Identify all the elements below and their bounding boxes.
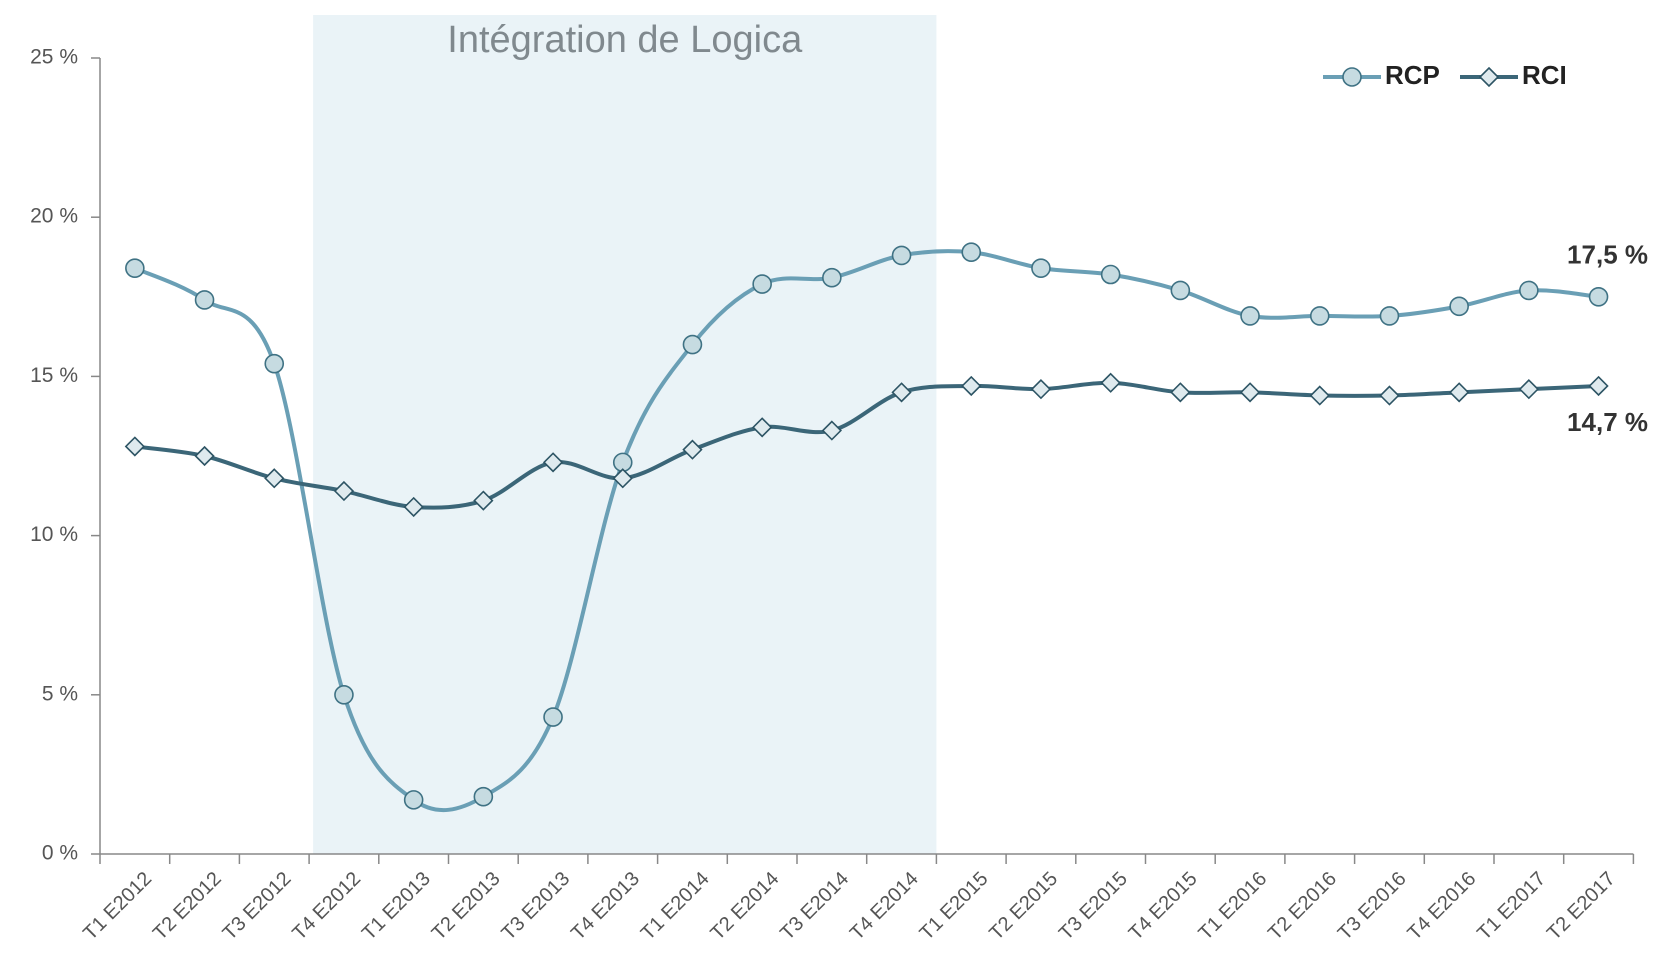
marker [334,684,354,705]
marker [194,445,215,467]
y-tick-label: 0 % [42,842,78,865]
marker [1588,375,1609,397]
marker [543,707,563,727]
x-tick-label: T1 E2014 [637,868,714,945]
x-tick-label: T2 E2013 [428,868,505,945]
x-tick-label: T2 E2016 [1264,868,1341,945]
marker [961,242,982,263]
x-tick-label: T1 E2012 [79,868,156,945]
x-tick-label: T2 E2017 [1543,868,1620,945]
x-tick-label: T1 E2017 [1473,868,1550,945]
x-tick-label: T3 E2015 [1055,868,1132,945]
marker [473,786,494,807]
marker [1309,306,1330,326]
marker [1379,385,1400,406]
marker [1588,286,1609,307]
marker [682,334,703,355]
x-tick-label: T2 E2014 [707,868,784,945]
marker [961,375,982,397]
legend-label: RCI [1522,60,1567,90]
marker [1518,379,1539,400]
marker [822,267,842,288]
value-label: 14,7 % [1567,407,1648,437]
highlight-label: Intégration de Logica [447,19,803,61]
marker [682,439,703,460]
marker [403,790,424,810]
marker [1342,67,1362,87]
marker [612,468,633,489]
marker [264,468,285,489]
marker [752,274,772,294]
marker [891,382,912,403]
x-tick-label: T4 E2012 [288,868,365,945]
series-line [134,380,1599,510]
marker [752,417,773,438]
marker [1449,382,1470,403]
x-tick-label: T4 E2015 [1125,868,1202,945]
marker [1100,264,1121,285]
x-tick-label: T4 E2016 [1404,868,1481,945]
marker [124,436,145,457]
marker [1239,382,1261,403]
y-tick-label: 15 % [30,364,78,387]
y-tick-label: 10 % [30,523,78,546]
marker [1170,280,1191,301]
marker [1379,306,1400,326]
x-tick-label: T3 E2014 [776,868,853,945]
y-tick-label: 25 % [30,46,78,69]
marker [1309,385,1330,406]
marker [1519,280,1539,301]
marker [891,245,912,266]
marker [194,290,215,310]
marker [1478,66,1500,88]
x-tick-label: T3 E2012 [219,868,296,945]
marker [1031,258,1051,278]
y-tick-label: 5 % [42,682,78,705]
y-tick-label: 20 % [30,205,78,228]
x-tick-label: T3 E2013 [497,868,574,945]
marker [403,496,424,518]
marker [821,420,842,441]
x-tick-label: T1 E2013 [358,868,435,945]
marker [1240,306,1260,326]
marker [1100,372,1121,393]
marker [1170,382,1191,403]
x-tick-label: T4 E2013 [567,868,644,945]
marker [1030,379,1052,400]
x-tick-label: T1 E2015 [916,868,993,945]
x-tick-label: T1 E2016 [1194,868,1271,945]
marker [1449,296,1469,317]
marker [264,353,285,374]
x-tick-label: T3 E2016 [1334,868,1411,945]
marker [542,452,564,473]
x-tick-label: T2 E2012 [149,868,226,945]
marker [333,480,355,502]
x-tick-label: T2 E2015 [985,868,1062,945]
value-label: 17,5 % [1567,240,1648,270]
legend-label: RCP [1385,60,1440,90]
highlight-region [313,15,937,854]
x-tick-label: T4 E2014 [846,868,923,945]
marker [473,490,494,511]
marker [125,258,145,278]
